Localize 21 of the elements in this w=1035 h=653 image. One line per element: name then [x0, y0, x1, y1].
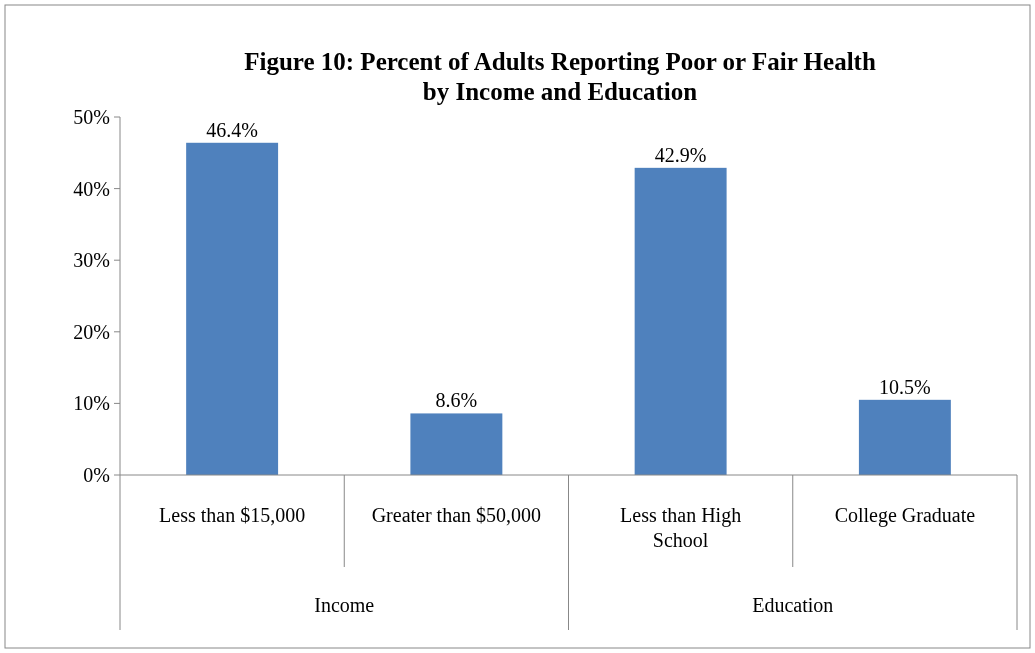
y-tick-label: 10%	[73, 392, 110, 415]
y-tick-label: 0%	[83, 464, 110, 486]
bar	[410, 413, 503, 475]
bar	[634, 167, 727, 475]
data-label: 10.5%	[879, 375, 931, 398]
data-label: 8.6%	[435, 389, 478, 412]
y-tick-label: 30%	[73, 249, 110, 272]
bar	[186, 142, 279, 475]
text: Income	[314, 594, 375, 616]
x-tick-label: Less than High School	[620, 504, 742, 551]
y-tick-label: 20%	[73, 320, 110, 343]
x-tick-label: College Graduate	[834, 504, 976, 527]
x-tick-label: Less than $15,000	[159, 504, 306, 526]
data-label: 46.4%	[206, 118, 258, 141]
text: Education	[752, 594, 834, 616]
y-tick-label: 40%	[73, 177, 110, 200]
chart-title: Figure 10: Percent of Adults Reporting Poor or Fair Health by Income and Education	[244, 48, 876, 105]
x-tick-label: Greater than $50,000	[371, 504, 542, 526]
data-label: 42.9%	[654, 143, 707, 166]
y-tick-label: 50%	[73, 106, 110, 128]
bar	[858, 399, 951, 475]
